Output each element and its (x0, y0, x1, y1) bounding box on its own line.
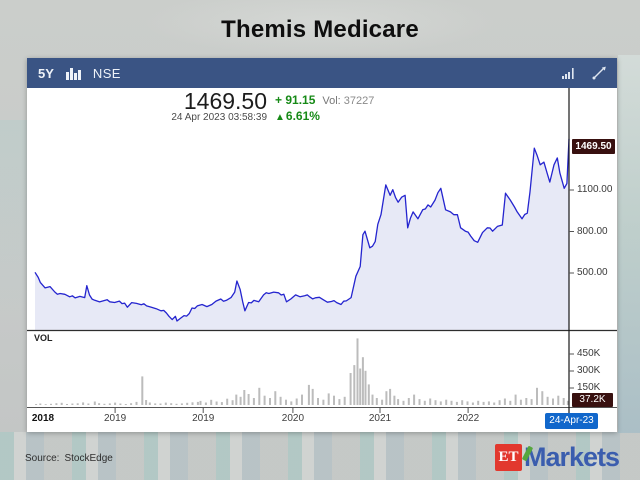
source-attribution: Source: StockEdge (25, 453, 113, 464)
source-value: StockEdge (64, 453, 113, 464)
current-volume-badge: 37.2K (572, 393, 613, 407)
price-change: + 91.15 (275, 93, 316, 107)
source-label: Source: (25, 453, 60, 464)
price-volume-chart[interactable]: 1469.50 24 Apr 2023 03:58:39 + 91.15 Vol… (27, 88, 617, 432)
trend-arrow-icon[interactable] (592, 66, 607, 80)
background-collage-bottom (0, 432, 640, 480)
quote-block: 1469.50 24 Apr 2023 03:58:39 (171, 88, 267, 124)
markets-wordmark: Markets (521, 444, 620, 471)
background-collage-right (618, 55, 640, 433)
chart-canvas[interactable] (27, 88, 617, 432)
range-selector-5y[interactable]: 5Y (38, 65, 54, 81)
exchange-label: NSE (92, 65, 121, 81)
percent-change: ▲6.61% (275, 109, 320, 123)
page-title: Themis Medicare (221, 16, 419, 43)
volume-pane-label: VOL (34, 333, 53, 343)
volume-label: Vol: (322, 95, 341, 107)
last-price: 1469.50 (183, 88, 267, 114)
chart-toolbar: 5Y NSE (27, 58, 617, 88)
histogram-icon[interactable] (65, 66, 82, 81)
volume-bars-icon[interactable] (562, 67, 577, 80)
current-price-badge: 1469.50 (572, 139, 615, 154)
up-arrow-icon: ▲ (275, 112, 285, 123)
volume-value: 37227 (343, 95, 375, 107)
etmarkets-logo: ET Markets (495, 444, 620, 471)
day-volume: Vol: 37227 (322, 95, 374, 107)
quote-timestamp: 24 Apr 2023 03:58:39 (171, 112, 267, 123)
background-glow (140, 0, 500, 55)
background-collage-left (0, 120, 27, 320)
et-logo-box: ET (495, 444, 522, 471)
stock-chart-panel: 5Y NSE (27, 58, 617, 432)
quote-change-block: + 91.15 Vol: 37227 ▲6.61% (275, 93, 374, 123)
current-date-badge: 24-Apr-23 (545, 413, 598, 429)
